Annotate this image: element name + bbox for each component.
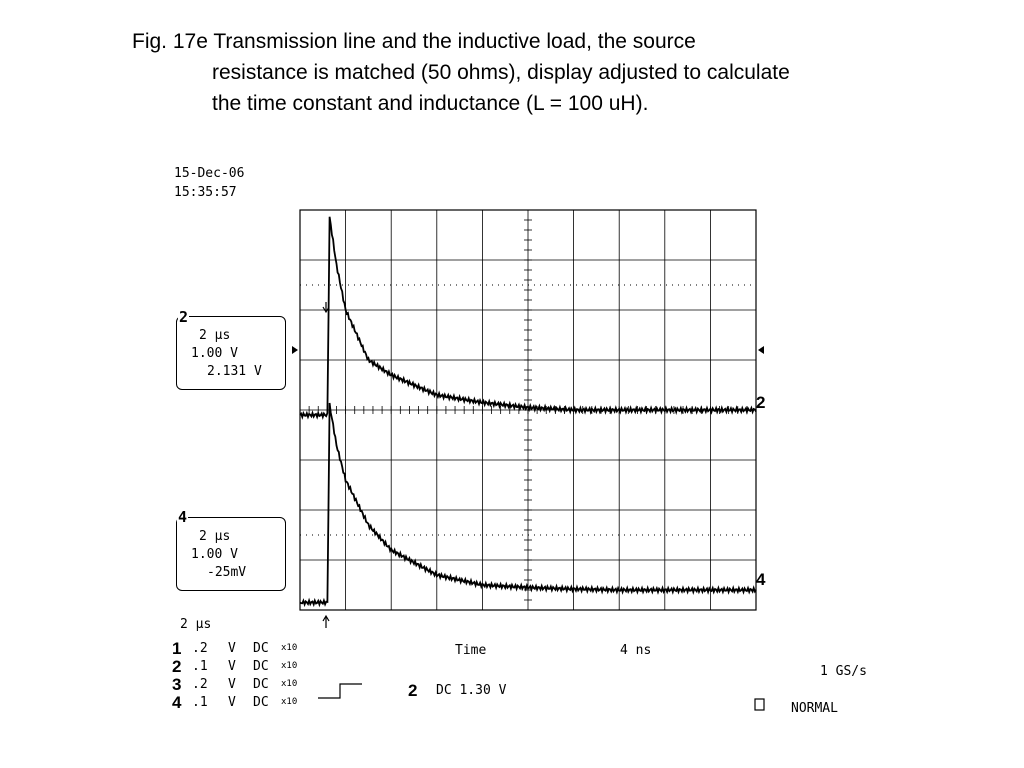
sample-rate: 1 GS/s [820, 664, 867, 679]
ground-marker-right-icon [758, 346, 764, 354]
time-value: 4 ns [620, 643, 652, 658]
channel-scale: .2 [192, 641, 208, 656]
channel-unit: V [228, 677, 236, 692]
mode-indicator-icon [754, 698, 765, 711]
traces [299, 216, 757, 608]
ch2-timediv: 2 μs [199, 328, 231, 343]
time-label: Time [455, 643, 487, 658]
trigger-channel: 2 [408, 681, 418, 700]
ch4-voltdiv: 1.00 V [191, 547, 238, 562]
channel-probe: x10 [281, 697, 298, 707]
caption-line-2: resistance is matched (50 ohms), display… [212, 61, 790, 84]
channel-unit: V [228, 641, 236, 656]
trace-channel-2 [299, 216, 757, 421]
channel-coupling: DC [253, 677, 269, 692]
channel-probe: x10 [281, 679, 298, 689]
ch4-box-tag: 4 [177, 508, 189, 526]
acquisition-mode: NORMAL [791, 701, 838, 716]
ch2-voltdiv: 1.00 V [191, 346, 238, 361]
channel-scale: .1 [192, 659, 208, 674]
timebase-readout: 2 μs [180, 617, 212, 632]
channel-number: 4 [172, 693, 182, 712]
ch4-timediv: 2 μs [199, 529, 231, 544]
channel-coupling: DC [253, 641, 269, 656]
channel-coupling: DC [253, 659, 269, 674]
caption-line-3: the time constant and inductance (L = 10… [212, 92, 649, 115]
channel-scale: .2 [192, 677, 208, 692]
trace-label-4: 4 [756, 570, 766, 589]
channel-number: 2 [172, 657, 182, 676]
caption-line-1: Fig. 17e Transmission line and the induc… [132, 30, 696, 53]
figure-caption: Fig. 17e Transmission line and the induc… [132, 26, 790, 119]
trigger-arrow-top-icon [322, 302, 330, 314]
channel-scale: .1 [192, 695, 208, 710]
trigger-position-arrow-icon [322, 614, 330, 628]
scope-time: 15:35:57 [174, 185, 237, 200]
ch2-info-box: 2 μs 1.00 V 2.131 V [176, 316, 286, 390]
scope-date: 15-Dec-06 [174, 166, 245, 181]
ch2-offset: 2.131 V [207, 364, 262, 379]
channel-unit: V [228, 695, 236, 710]
channel-coupling: DC [253, 695, 269, 710]
trace-label-2: 2 [756, 393, 766, 412]
trigger-setting: DC 1.30 V [436, 683, 507, 698]
ch4-offset: -25mV [207, 565, 247, 580]
ground-marker-left-icon [292, 346, 298, 354]
trace-channel-4 [299, 402, 757, 608]
ch4-info-box: 2 μs 1.00 V -25mV [176, 517, 286, 591]
channel-number: 1 [172, 639, 182, 658]
channel-unit: V [228, 659, 236, 674]
trigger-edge-icon [318, 683, 362, 699]
channel-probe: x10 [281, 643, 298, 653]
channel-probe: x10 [281, 661, 298, 671]
ch2-box-tag: 2 [178, 308, 190, 326]
channel-number: 3 [172, 675, 182, 694]
